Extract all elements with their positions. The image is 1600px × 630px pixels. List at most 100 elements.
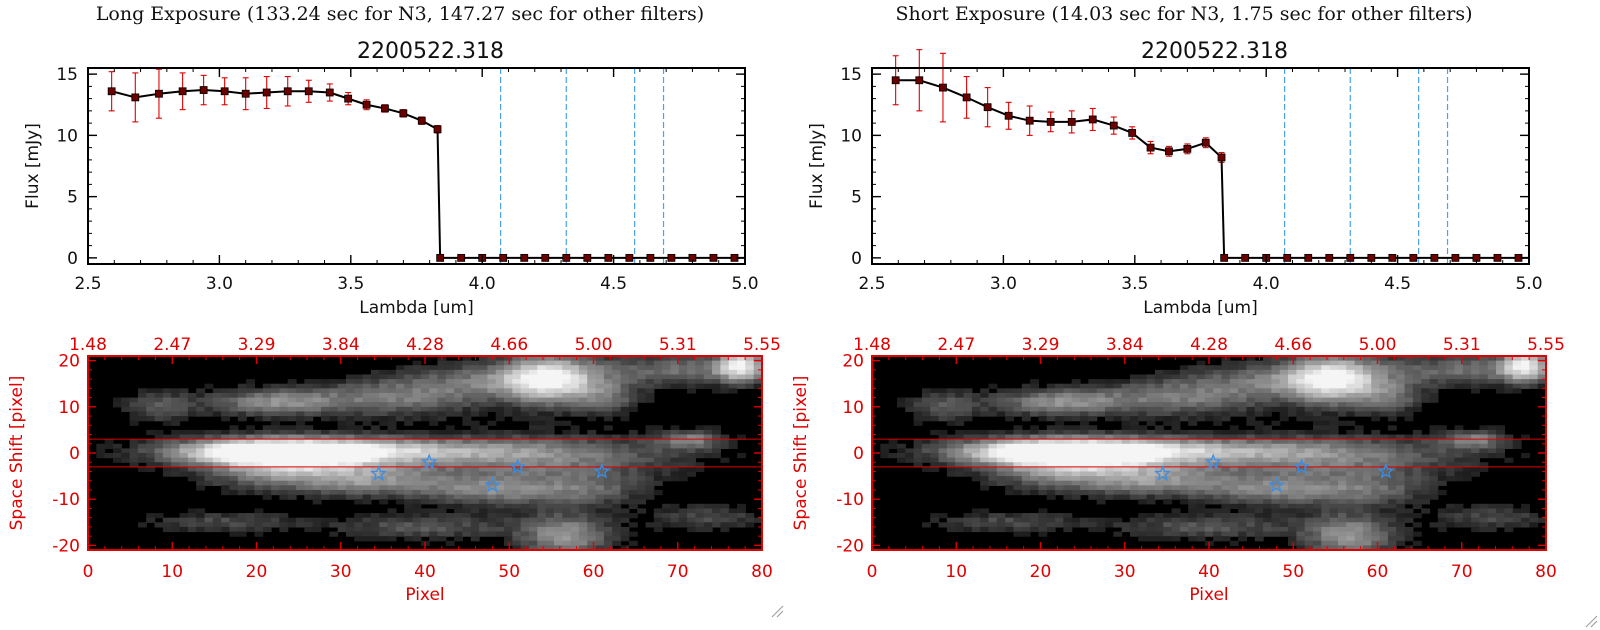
top-tick-label: 1.48 <box>853 335 891 355</box>
data-point <box>1217 153 1226 162</box>
data-point <box>1201 138 1210 147</box>
y-tick-label: 0 <box>851 249 862 269</box>
star-icon <box>593 462 611 479</box>
star-icon <box>1268 476 1285 493</box>
data-point <box>520 253 529 262</box>
data-point <box>1388 253 1397 262</box>
data-point <box>241 89 250 98</box>
long-exposure-panel: Long Exposure (133.24 sec for N3, 147.27… <box>7 3 781 605</box>
data-point <box>362 100 371 109</box>
star-icon <box>1204 453 1222 470</box>
panel-title: Short Exposure (14.03 sec for N3, 1.75 s… <box>895 3 1473 25</box>
data-point <box>131 93 140 102</box>
x-tick-label: 80 <box>751 562 773 582</box>
x-axis-label: Pixel <box>1189 585 1228 605</box>
top-tick-label: 5.55 <box>1527 335 1565 355</box>
x-tick-label: 30 <box>1114 562 1136 582</box>
data-point <box>1451 253 1460 262</box>
plot-frame <box>87 67 746 265</box>
x-tick-label: 0 <box>867 562 878 582</box>
y-tick-label: 15 <box>56 65 78 85</box>
data-point <box>220 87 229 96</box>
spectral-image: 0 10 20 30 40 50 60 70 80 1.48 2.47 3.29 3.84 4.28 4.6… <box>791 335 1565 605</box>
y-tick-label: 0 <box>853 444 864 464</box>
y-tick-label: 20 <box>842 352 864 372</box>
data-point <box>155 89 163 98</box>
data-point <box>1346 253 1355 262</box>
x-tick-label: 4.0 <box>1253 274 1280 294</box>
x-tick-label: 0 <box>83 562 94 582</box>
x-tick-label: 10 <box>945 562 967 582</box>
top-tick-label: 2.47 <box>937 335 975 355</box>
x-tick-label: 30 <box>330 562 352 582</box>
x-tick-label: 80 <box>1535 562 1557 582</box>
spectrum-chart: 2200522.318 2.5 3.0 3.5 4.0 4.5 5.0 0 5 10 15 Lambd… <box>23 39 759 318</box>
data-point <box>562 253 571 262</box>
y-tick-label: -10 <box>52 490 80 510</box>
x-tick-label: 3.5 <box>1121 274 1148 294</box>
x-tick-label: 20 <box>1030 562 1052 582</box>
data-point <box>646 253 655 262</box>
series-line <box>111 89 745 259</box>
y-tick-label: 5 <box>851 188 862 208</box>
data-point <box>433 125 442 134</box>
data-point <box>417 116 426 125</box>
y-axis-label: Space Shift [pixel] <box>7 376 27 531</box>
x-tick-label: 50 <box>1282 562 1304 582</box>
top-tick-label: 4.66 <box>1274 335 1312 355</box>
top-tick-label: 3.84 <box>322 335 360 355</box>
data-point <box>344 94 353 103</box>
top-tick-label: 5.31 <box>1443 335 1481 355</box>
resize-grip-icon[interactable] <box>770 604 784 618</box>
star-icon <box>420 453 438 470</box>
star-icon <box>1377 462 1395 479</box>
y-tick-label: 20 <box>58 352 80 372</box>
data-point <box>457 253 466 262</box>
y-tick-label: 15 <box>840 65 862 85</box>
top-tick-label: 5.00 <box>1359 335 1397 355</box>
y-axis-label: Space Shift [pixel] <box>791 376 811 531</box>
top-tick-label: 2.47 <box>153 335 191 355</box>
x-tick-label: 60 <box>1367 562 1389 582</box>
star-icon <box>484 476 501 493</box>
data-point <box>436 253 445 262</box>
data-point <box>1493 253 1502 262</box>
data-point <box>1046 118 1055 126</box>
data-point <box>381 104 389 113</box>
data-point <box>962 93 971 102</box>
top-tick-label: 3.29 <box>1022 335 1060 355</box>
data-point <box>1088 115 1097 124</box>
spectrum-chart: 2200522.318 2.5 3.0 3.5 4.0 4.5 5.0 0 5 10 15 Lambd… <box>807 39 1543 318</box>
top-tick-label: 4.28 <box>406 335 444 355</box>
star-icon <box>370 464 388 481</box>
image-pixels <box>96 356 763 551</box>
data-point <box>107 87 116 96</box>
x-tick-label: 4.0 <box>469 274 496 294</box>
x-tick-label: 70 <box>667 562 689 582</box>
data-point <box>891 76 900 85</box>
data-point <box>939 83 947 92</box>
top-tick-label: 4.66 <box>490 335 528 355</box>
top-tick-label: 3.84 <box>1106 335 1144 355</box>
y-tick-label: 10 <box>842 398 864 418</box>
x-tick-label: 2.5 <box>74 274 101 294</box>
data-point <box>1283 253 1292 262</box>
x-tick-label: 4.5 <box>1384 274 1411 294</box>
y-tick-label: 0 <box>67 249 78 269</box>
data-point <box>1241 253 1250 262</box>
resize-grip-icon[interactable] <box>1584 614 1598 628</box>
y-tick-label: 10 <box>840 126 862 146</box>
star-icon <box>1154 464 1172 481</box>
x-axis-label: Lambda [um] <box>359 298 473 318</box>
image-pixels <box>880 356 1547 551</box>
star-icon <box>509 458 526 474</box>
chart-subtitle: 2200522.318 <box>357 39 504 64</box>
y-tick-label: 5 <box>67 188 78 208</box>
y-tick-label: 10 <box>56 126 78 146</box>
data-point <box>178 87 187 96</box>
data-point <box>1304 253 1313 262</box>
data-point <box>1109 121 1118 130</box>
y-tick-label: -10 <box>836 490 864 510</box>
x-tick-label: 3.0 <box>206 274 233 294</box>
y-axis-label: Flux [mJy] <box>23 123 43 209</box>
